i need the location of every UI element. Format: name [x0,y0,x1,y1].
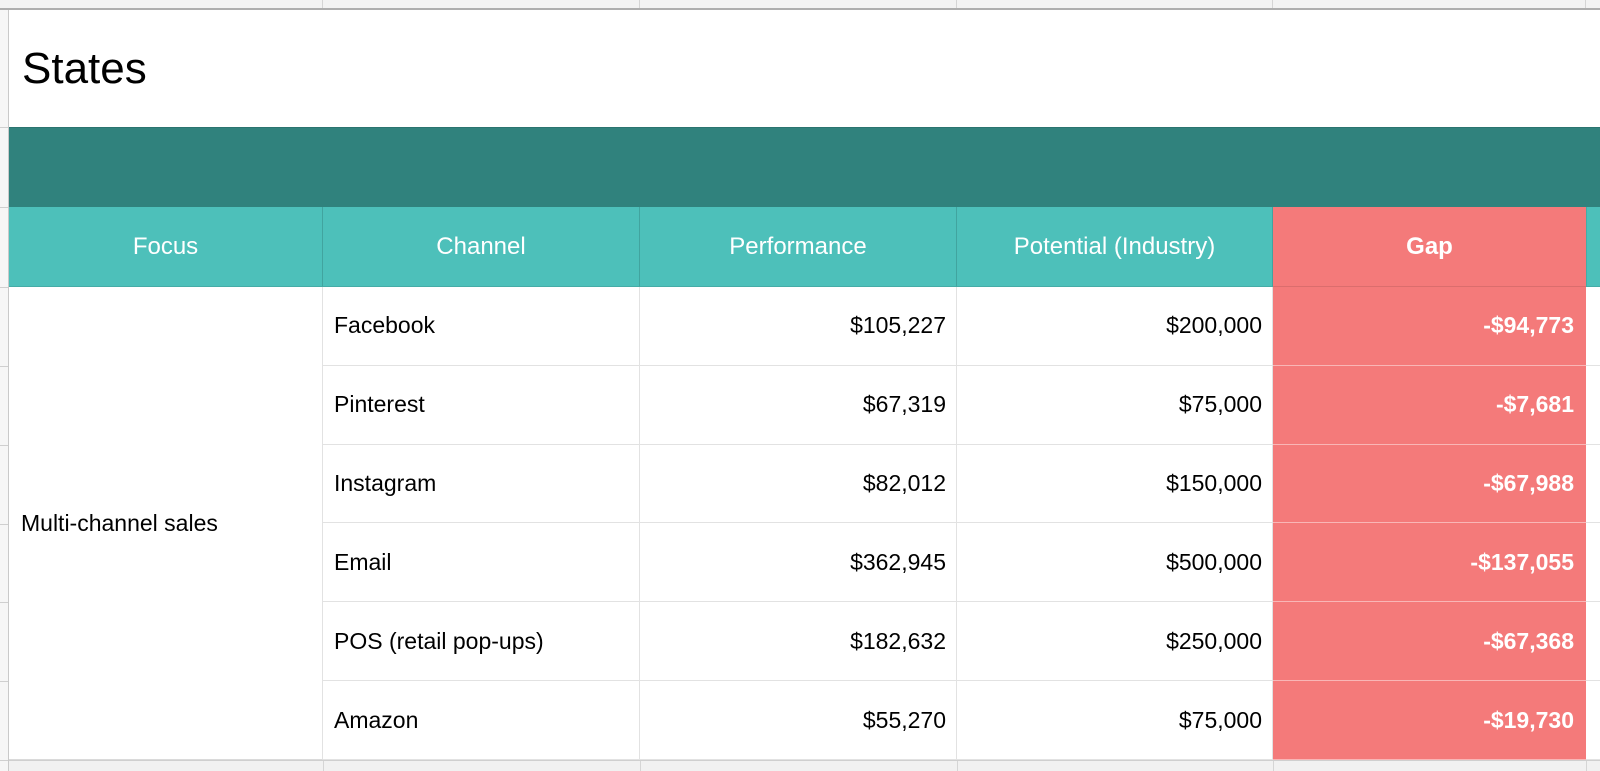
potential-cell[interactable]: $200,000 [957,287,1273,366]
potential-cell[interactable]: $75,000 [957,365,1273,445]
gridline [957,761,958,771]
gridline [0,445,8,446]
partial-cell-right [1586,444,1600,524]
gridline [639,0,640,8]
partial-cell-right [1586,287,1600,366]
potential-cell[interactable]: $150,000 [957,444,1273,524]
gap-cell[interactable]: -$137,055 [1273,523,1586,603]
performance-cell[interactable]: $82,012 [640,444,957,524]
table-row: Pinterest $67,319 $75,000 -$7,681 [323,365,1600,445]
channel-cell[interactable]: Facebook [323,287,640,366]
performance-cell[interactable]: $105,227 [640,287,957,366]
focus-label: Multi-channel sales [21,509,218,536]
channel-cell[interactable]: Pinterest [323,365,640,445]
performance-cell[interactable]: $67,319 [640,365,957,445]
gridline [0,681,8,682]
partial-header-cell-right [1586,207,1600,287]
partial-cell-right [1586,602,1600,682]
gridline [1585,0,1586,8]
gridline [956,0,957,8]
table-row: Facebook $105,227 $200,000 -$94,773 [323,287,1600,366]
potential-cell[interactable]: $500,000 [957,523,1273,603]
sheet-title: States [22,43,147,93]
table-row: Instagram $82,012 $150,000 -$67,988 [323,444,1600,524]
gridline [322,0,323,8]
gridline [0,524,8,525]
gap-cell[interactable]: -$94,773 [1273,287,1586,366]
gridline [0,602,8,603]
partial-row-below [9,760,1600,771]
table-row: Amazon $55,270 $75,000 -$19,730 [323,681,1600,760]
partial-row-above [0,0,1600,10]
potential-cell[interactable]: $75,000 [957,681,1273,760]
performance-cell[interactable]: $55,270 [640,681,957,760]
performance-cell[interactable]: $362,945 [640,523,957,603]
gridline [640,761,641,771]
partial-cell-right [1586,523,1600,603]
table-rows: Facebook $105,227 $200,000 -$94,773 Pinteres… [323,287,1600,760]
gap-cell[interactable]: -$19,730 [1273,681,1586,760]
channel-cell[interactable]: POS (retail pop-ups) [323,602,640,682]
header-performance[interactable]: Performance [640,207,957,287]
channel-cell[interactable]: Email [323,523,640,603]
focus-merged-cell[interactable]: Multi-channel sales [9,287,323,760]
table-row: POS (retail pop-ups) $182,632 $250,000 -$67… [323,602,1600,682]
partial-column-left [0,10,9,771]
header-potential[interactable]: Potential (Industry) [957,207,1273,287]
teal-band-row[interactable] [9,127,1600,207]
gridline [0,127,8,128]
table-body: Multi-channel sales Facebook $105,227 $200… [9,287,1600,760]
potential-cell[interactable]: $250,000 [957,602,1273,682]
gridline [0,207,8,208]
channel-cell[interactable]: Amazon [323,681,640,760]
gridline [1586,761,1587,771]
gridline [323,761,324,771]
header-focus[interactable]: Focus [9,207,323,287]
gridline [0,760,8,761]
gap-cell[interactable]: -$67,988 [1273,444,1586,524]
performance-cell[interactable]: $182,632 [640,602,957,682]
gridline [1272,0,1273,8]
gridline [0,287,8,288]
partial-cell-right [1586,365,1600,445]
header-channel[interactable]: Channel [323,207,640,287]
gridline [0,366,8,367]
sheet-content: States Focus Channel Performance Potenti… [9,10,1600,771]
title-cell[interactable]: States [9,10,1600,127]
gap-cell[interactable]: -$7,681 [1273,365,1586,445]
gap-cell[interactable]: -$67,368 [1273,602,1586,682]
header-gap[interactable]: Gap [1273,207,1586,287]
gridline [1273,761,1274,771]
channel-cell[interactable]: Instagram [323,444,640,524]
table-header-row: Focus Channel Performance Potential (Ind… [9,207,1600,287]
table-row: Email $362,945 $500,000 -$137,055 [323,523,1600,603]
partial-cell-right [1586,681,1600,760]
